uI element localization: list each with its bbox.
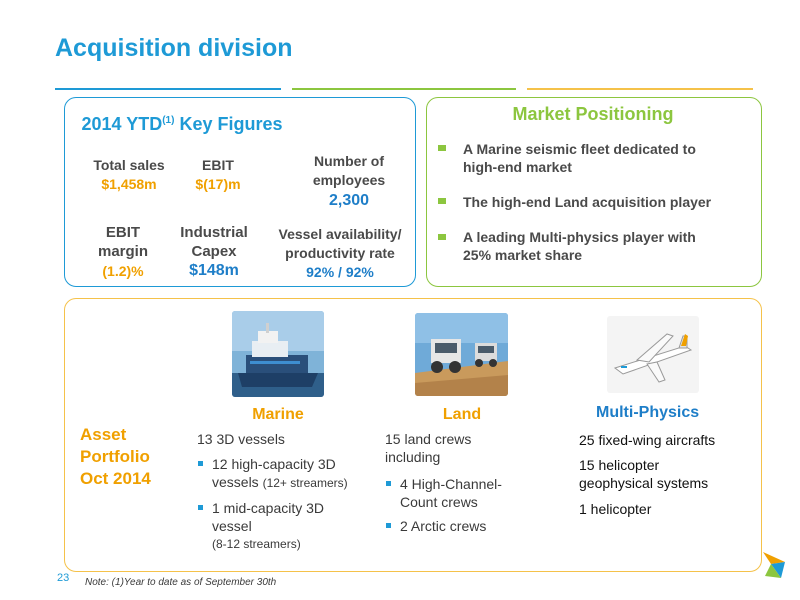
land-headline: 15 land crews including (385, 431, 472, 465)
footnote: Note: (1)Year to date as of September 30… (85, 577, 277, 588)
employees-label: Number of employees (312, 153, 386, 188)
bullet-icon (438, 145, 446, 151)
bullet-icon (386, 481, 391, 486)
multi-physics-item: 1 helicopter (579, 501, 652, 517)
land-item: 4 High-Channel- Count crews (400, 476, 502, 510)
bullet-icon (198, 461, 203, 466)
page-number: 23 (57, 572, 70, 584)
asset-portfolio-label: Asset Portfolio Oct 2014 (80, 425, 151, 488)
market-item: A leading Multi-physics player with 25% … (463, 229, 696, 263)
title-rule-green (292, 88, 516, 90)
vessel-availability-value: 92% / 92% (306, 264, 374, 280)
marine-vessel-photo (232, 311, 324, 397)
bullet-icon (438, 198, 446, 204)
market-positioning-panel (426, 97, 762, 287)
multi-physics-title: Multi-Physics (596, 404, 700, 421)
title-rule-yellow (527, 88, 753, 90)
ebit-value: $(17)m (195, 176, 241, 192)
market-positioning-title: Market Positioning (512, 104, 674, 124)
employees-value: 2,300 (328, 192, 370, 209)
marine-item: 1 mid-capacity 3D vessel (8-12 streamers… (212, 500, 325, 551)
land-trucks-photo (415, 313, 508, 396)
marine-title: Marine (252, 406, 304, 423)
aircraft-photo (607, 316, 699, 393)
marine-item: 12 high-capacity 3D vessels (12+ streame… (212, 456, 348, 490)
bullet-icon (438, 234, 446, 240)
key-figures-panel (64, 97, 416, 287)
bullet-icon (386, 523, 391, 528)
ebit-margin-label: EBIT margin (97, 224, 148, 260)
page-title: Acquisition division (55, 34, 293, 62)
key-figures-title: 2014 YTD(1) Key Figures (81, 114, 283, 134)
total-sales-label: Total sales (93, 157, 165, 173)
capex-value: $148m (189, 262, 239, 279)
company-logo-icon (757, 548, 793, 584)
multi-physics-item: 15 helicopter geophysical systems (579, 457, 709, 491)
total-sales-value: $1,458m (101, 176, 157, 192)
land-item: 2 Arctic crews (400, 518, 487, 534)
market-item: The high-end Land acquisition player (463, 194, 712, 210)
ebit-margin-value: (1.2)% (102, 263, 144, 279)
land-title: Land (442, 406, 482, 423)
market-item: A Marine seismic fleet dedicated to high… (463, 141, 696, 175)
multi-physics-item: 25 fixed-wing aircrafts (579, 432, 716, 448)
vessel-availability-label: Vessel availability/ productivity rate (278, 226, 402, 261)
ebit-label: EBIT (202, 157, 234, 173)
title-rule-blue (55, 88, 281, 90)
bullet-icon (198, 505, 203, 510)
marine-headline: 13 3D vessels (197, 431, 285, 447)
capex-label: Industrial Capex (180, 224, 248, 260)
